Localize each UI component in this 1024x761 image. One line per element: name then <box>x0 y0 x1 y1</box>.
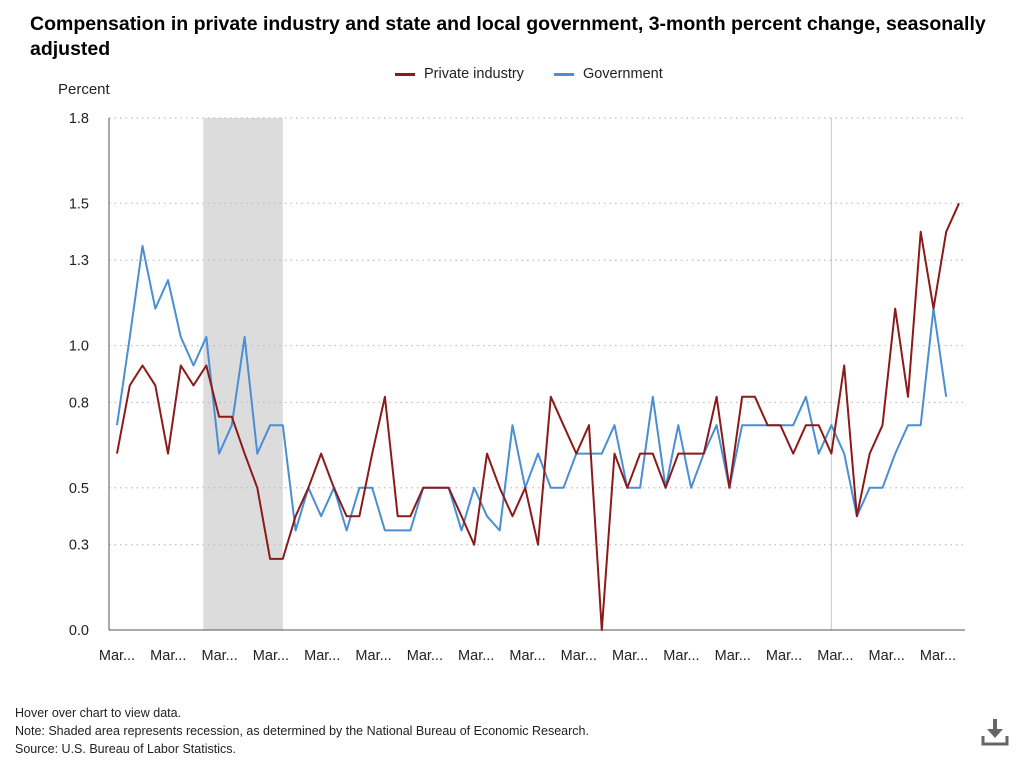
x-tick-label: Mar... <box>304 648 340 664</box>
chart-footer: Hover over chart to view data. Note: Sha… <box>15 704 589 758</box>
private-industry-line <box>116 202 960 631</box>
source-note: Source: U.S. Bureau of Labor Statistics. <box>15 742 236 756</box>
recession-note: Note: Shaded area represents recession, … <box>15 724 589 738</box>
y-tick-label: 0.8 <box>69 395 89 411</box>
hover-note: Hover over chart to view data. <box>15 706 182 720</box>
x-tick-label: Mar... <box>869 648 905 664</box>
y-tick-label: 1.5 <box>69 196 89 212</box>
x-tick-label: Mar... <box>458 648 494 664</box>
x-tick-label: Mar... <box>355 648 391 664</box>
x-tick-label: Mar... <box>663 648 699 664</box>
x-tick-label: Mar... <box>201 648 237 664</box>
legend-item-government[interactable]: Government <box>553 66 663 82</box>
legend-label-government: Government <box>582 66 663 82</box>
y-tick-label: 0.3 <box>69 538 89 554</box>
government-line <box>116 245 948 532</box>
y-tick-label: 1.0 <box>69 339 89 355</box>
chart-legend: Private industry Government <box>395 66 693 82</box>
legend-item-private[interactable]: Private industry <box>395 66 524 82</box>
y-tick-label: 1.8 <box>69 111 89 127</box>
legend-swatch-private <box>395 72 415 76</box>
x-tick-label: Mar... <box>407 648 443 664</box>
legend-label-private: Private industry <box>424 66 524 82</box>
legend-swatch-government <box>553 72 574 76</box>
x-tick-label: Mar... <box>817 648 853 664</box>
download-icon-graphic <box>981 719 1009 746</box>
x-tick-label: Mar... <box>920 648 956 664</box>
chart-title: Compensation in private industry and sta… <box>30 13 986 60</box>
x-tick-label: Mar... <box>766 648 802 664</box>
x-tick-label: Mar... <box>715 648 751 664</box>
download-icon[interactable] <box>980 717 1010 747</box>
x-tick-label: Mar... <box>150 648 186 664</box>
x-tick-label: Mar... <box>561 648 597 664</box>
x-tick-label: Mar... <box>253 648 289 664</box>
y-tick-label: 0.5 <box>69 481 89 497</box>
recession-shading <box>203 118 283 630</box>
y-tick-label: 1.3 <box>69 253 89 269</box>
y-tick-label: 0.0 <box>69 623 89 639</box>
x-tick-label: Mar... <box>612 648 648 664</box>
x-tick-label: Mar... <box>99 648 135 664</box>
y-axis-label: Percent <box>58 81 111 98</box>
line-chart[interactable]: Percent 0.0 0.3 0.5 0.8 1.0 1.3 1.5 1.8 Mar... Ma… <box>0 0 1024 700</box>
x-tick-label: Mar... <box>509 648 545 664</box>
